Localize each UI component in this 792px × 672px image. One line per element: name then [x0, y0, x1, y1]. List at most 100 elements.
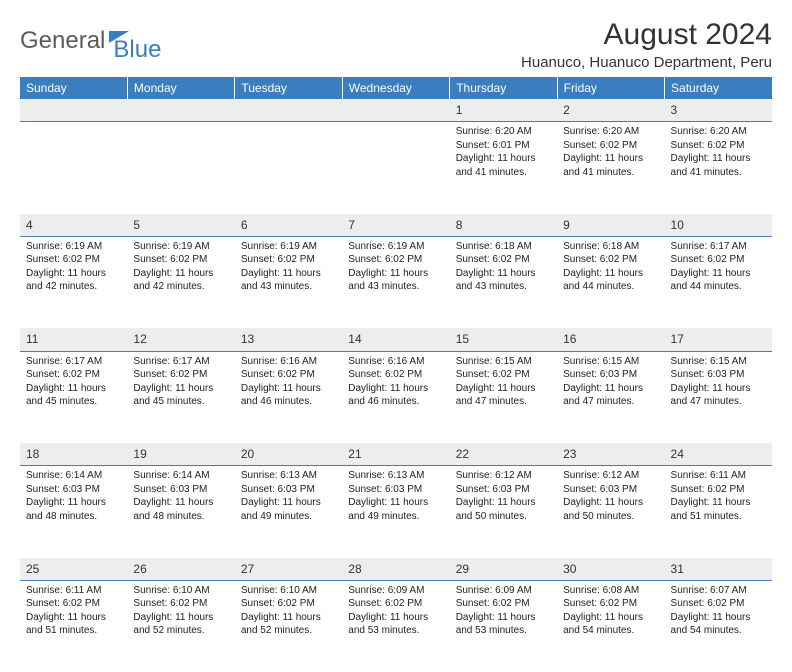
day-detail-cell: Sunrise: 6:10 AMSunset: 6:02 PMDaylight:… [235, 580, 342, 672]
day-detail-cell: Sunrise: 6:15 AMSunset: 6:03 PMDaylight:… [665, 351, 772, 443]
day-detail-line: Daylight: 11 hours [456, 152, 551, 166]
day-detail-cell: Sunrise: 6:19 AMSunset: 6:02 PMDaylight:… [127, 236, 234, 328]
day-number: 8 [450, 214, 557, 237]
day-detail-cell: Sunrise: 6:19 AMSunset: 6:02 PMDaylight:… [20, 236, 127, 328]
week-daynum-row: 45678910 [20, 214, 772, 237]
day-detail-line: and 44 minutes. [563, 280, 658, 294]
day-detail-line: Daylight: 11 hours [133, 267, 228, 281]
day-detail-line: Daylight: 11 hours [563, 267, 658, 281]
day-detail-cell: Sunrise: 6:17 AMSunset: 6:02 PMDaylight:… [127, 351, 234, 443]
day-detail-line: and 53 minutes. [456, 624, 551, 638]
day-detail-line: Sunrise: 6:18 AM [563, 240, 658, 254]
day-detail-cell [235, 122, 342, 214]
day-detail-line: Sunrise: 6:07 AM [671, 584, 766, 598]
week-daynum-row: 25262728293031 [20, 558, 772, 581]
day-detail-line: Sunrise: 6:14 AM [26, 469, 121, 483]
day-detail-line: Sunrise: 6:19 AM [348, 240, 443, 254]
day-detail-line: Daylight: 11 hours [241, 267, 336, 281]
day-number: 2 [557, 99, 664, 122]
day-detail-line: Sunrise: 6:10 AM [133, 584, 228, 598]
day-detail-line: and 50 minutes. [456, 510, 551, 524]
day-number: 12 [127, 328, 234, 351]
day-detail-line: Daylight: 11 hours [671, 496, 766, 510]
day-detail-line: and 43 minutes. [241, 280, 336, 294]
day-detail-cell [342, 122, 449, 214]
day-detail-line: Daylight: 11 hours [241, 382, 336, 396]
day-detail-line: Daylight: 11 hours [241, 611, 336, 625]
day-detail-line: Daylight: 11 hours [563, 611, 658, 625]
day-detail-line: Sunset: 6:02 PM [348, 253, 443, 267]
day-number: 9 [557, 214, 664, 237]
day-number: 4 [20, 214, 127, 237]
day-detail-line: Sunset: 6:03 PM [563, 483, 658, 497]
day-detail-line: and 41 minutes. [671, 166, 766, 180]
day-number: 7 [342, 214, 449, 237]
day-detail-cell: Sunrise: 6:14 AMSunset: 6:03 PMDaylight:… [127, 466, 234, 558]
day-detail-line: and 46 minutes. [348, 395, 443, 409]
day-detail-line: Sunset: 6:02 PM [671, 597, 766, 611]
day-detail-cell: Sunrise: 6:14 AMSunset: 6:03 PMDaylight:… [20, 466, 127, 558]
day-detail-line: Sunset: 6:03 PM [133, 483, 228, 497]
day-detail-line: Sunrise: 6:17 AM [133, 355, 228, 369]
calendar-table: Sunday Monday Tuesday Wednesday Thursday… [20, 77, 772, 672]
day-detail-line: Daylight: 11 hours [456, 267, 551, 281]
day-detail-line: Sunrise: 6:15 AM [563, 355, 658, 369]
day-detail-cell: Sunrise: 6:18 AMSunset: 6:02 PMDaylight:… [450, 236, 557, 328]
day-header-row: Sunday Monday Tuesday Wednesday Thursday… [20, 77, 772, 99]
day-detail-line: Sunset: 6:02 PM [563, 139, 658, 153]
day-detail-cell: Sunrise: 6:17 AMSunset: 6:02 PMDaylight:… [20, 351, 127, 443]
day-detail-cell: Sunrise: 6:12 AMSunset: 6:03 PMDaylight:… [450, 466, 557, 558]
day-detail-line: and 45 minutes. [133, 395, 228, 409]
day-detail-cell: Sunrise: 6:12 AMSunset: 6:03 PMDaylight:… [557, 466, 664, 558]
day-detail-line: Sunrise: 6:10 AM [241, 584, 336, 598]
day-header: Saturday [665, 77, 772, 99]
day-detail-line: and 43 minutes. [456, 280, 551, 294]
day-detail-line: Sunrise: 6:19 AM [241, 240, 336, 254]
day-number: 23 [557, 443, 664, 466]
day-detail-line: Sunrise: 6:20 AM [563, 125, 658, 139]
day-number: 20 [235, 443, 342, 466]
day-detail-line: Sunset: 6:02 PM [348, 368, 443, 382]
day-detail-line: Daylight: 11 hours [563, 496, 658, 510]
day-detail-line: Sunrise: 6:11 AM [26, 584, 121, 598]
day-detail-line: Sunrise: 6:08 AM [563, 584, 658, 598]
day-number: 14 [342, 328, 449, 351]
day-detail-line: Daylight: 11 hours [26, 382, 121, 396]
day-header: Sunday [20, 77, 127, 99]
day-detail-line: Sunrise: 6:15 AM [671, 355, 766, 369]
header: General Blue August 2024 Huanuco, Huanuc… [20, 18, 772, 71]
day-detail-line: and 52 minutes. [133, 624, 228, 638]
day-detail-line: and 41 minutes. [563, 166, 658, 180]
day-number: 16 [557, 328, 664, 351]
day-detail-line: and 54 minutes. [671, 624, 766, 638]
day-detail-line: Sunrise: 6:14 AM [133, 469, 228, 483]
day-detail-line: Sunset: 6:03 PM [26, 483, 121, 497]
day-detail-line: Sunset: 6:02 PM [241, 368, 336, 382]
day-detail-line: Sunset: 6:02 PM [26, 597, 121, 611]
day-detail-line: Sunset: 6:02 PM [671, 483, 766, 497]
day-detail-line: Sunrise: 6:18 AM [456, 240, 551, 254]
day-header: Monday [127, 77, 234, 99]
day-detail-line: Daylight: 11 hours [133, 496, 228, 510]
day-detail-line: Sunset: 6:02 PM [348, 597, 443, 611]
day-number: 22 [450, 443, 557, 466]
day-detail-line: and 45 minutes. [26, 395, 121, 409]
day-detail-line: Daylight: 11 hours [348, 267, 443, 281]
day-detail-line: Daylight: 11 hours [348, 382, 443, 396]
day-number: 28 [342, 558, 449, 581]
day-detail-line: Sunset: 6:02 PM [26, 368, 121, 382]
day-number: 10 [665, 214, 772, 237]
day-detail-line: Sunset: 6:03 PM [671, 368, 766, 382]
day-detail-line: and 49 minutes. [348, 510, 443, 524]
day-detail-line: Sunrise: 6:17 AM [26, 355, 121, 369]
day-detail-line: Sunrise: 6:09 AM [348, 584, 443, 598]
day-detail-line: and 46 minutes. [241, 395, 336, 409]
day-detail-line: Sunset: 6:02 PM [133, 368, 228, 382]
day-detail-line: Sunrise: 6:19 AM [26, 240, 121, 254]
day-detail-line: and 53 minutes. [348, 624, 443, 638]
day-detail-line: Sunset: 6:02 PM [133, 597, 228, 611]
day-detail-cell [127, 122, 234, 214]
day-detail-line: Sunset: 6:02 PM [456, 253, 551, 267]
day-detail-cell: Sunrise: 6:15 AMSunset: 6:03 PMDaylight:… [557, 351, 664, 443]
day-number: 17 [665, 328, 772, 351]
